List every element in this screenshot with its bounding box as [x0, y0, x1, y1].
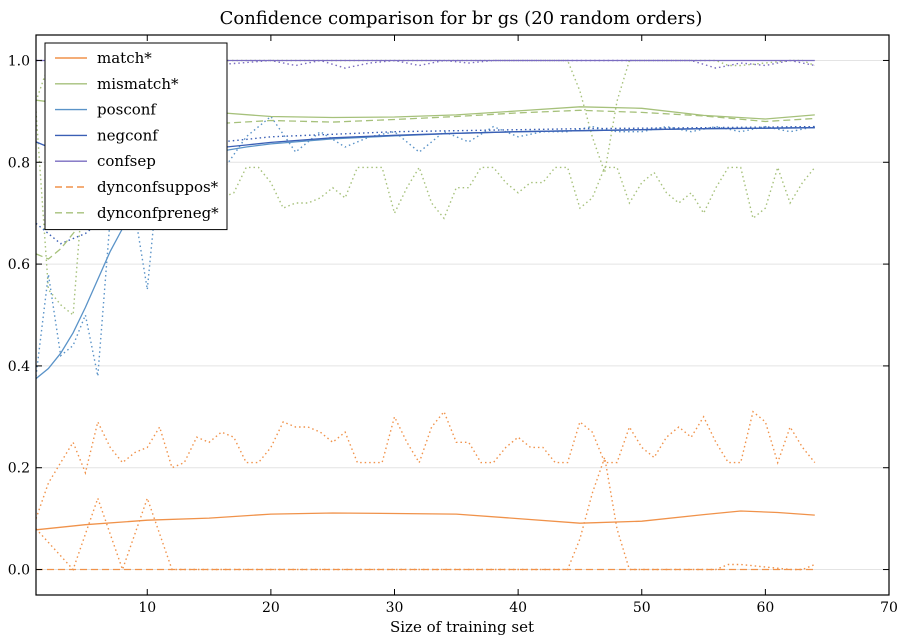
legend-box	[44, 42, 228, 231]
legend-label: mismatch*	[97, 75, 179, 93]
x-axis-label: Size of training set	[390, 618, 534, 636]
chart-title: Confidence comparison for br gs (20 rand…	[220, 8, 703, 29]
x-tick-label: 30	[386, 600, 404, 616]
x-tick-label: 40	[509, 600, 527, 616]
legend-label: confsep	[97, 152, 156, 170]
x-tick-label: 50	[633, 600, 651, 616]
x-tick-label: 60	[756, 600, 774, 616]
series-line-13	[36, 59, 815, 69]
y-tick-label: 0.6	[8, 257, 30, 273]
series-line-7	[36, 410, 816, 519]
legend-label: negconf	[97, 126, 159, 144]
legend: match* mismatch* posconf negconf confsep dync…	[44, 42, 228, 231]
x-tick-label: 10	[138, 600, 156, 616]
plot-frame	[35, 34, 890, 596]
legend-label: dynconfsuppos*	[97, 178, 219, 196]
legend-label: dynconfpreneg*	[97, 204, 219, 222]
x-tick-label: 20	[262, 600, 280, 616]
y-tick-label: 0.4	[8, 359, 30, 375]
y-tick-label: 1.0	[8, 53, 30, 69]
y-tick-label: 0.8	[8, 155, 30, 171]
series-line-8	[36, 457, 816, 572]
axis-ticks: 10 20 30 40 50 60 70 0.0 0.2 0.4 0.6 0.8 1.0	[8, 35, 898, 616]
legend-label: posconf	[97, 101, 157, 119]
series-line-11	[36, 115, 815, 377]
legend-label: match*	[97, 49, 152, 67]
y-tick-label: 0.0	[8, 563, 30, 579]
series-line-0	[36, 510, 815, 531]
x-tick-label: 70	[880, 600, 898, 616]
y-tick-label: 0.2	[8, 461, 30, 477]
